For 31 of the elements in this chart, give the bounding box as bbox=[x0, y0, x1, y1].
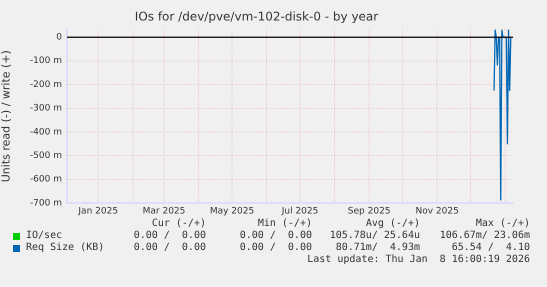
x-tick-label: Mar 2025 bbox=[142, 206, 186, 217]
text: 65.54 / 4.10 bbox=[452, 242, 530, 253]
y-tick-label: -500 m bbox=[30, 150, 62, 161]
x-tick-label: Nov 2025 bbox=[416, 206, 459, 217]
text: Last update: Thu Jan 8 16:00:19 2026 bbox=[307, 254, 530, 265]
legend-label: Req Size (KB) bbox=[26, 242, 104, 253]
text: Avg (-/+) bbox=[366, 218, 420, 229]
text: 105.78u/ 25.64u bbox=[330, 230, 420, 241]
x-tick-label: Jan 2025 bbox=[77, 206, 118, 217]
y-tick-label: -100 m bbox=[30, 56, 62, 66]
y-tick-label: -400 m bbox=[30, 127, 62, 138]
y-tick-label: -600 m bbox=[30, 174, 62, 185]
chart-title: IOs for /dev/pve/vm-102-disk-0 - by year bbox=[134, 9, 378, 24]
x-tick-label: May 2025 bbox=[210, 206, 254, 217]
legend-label: IO/sec bbox=[26, 230, 62, 241]
x-tick-label: Sep 2025 bbox=[348, 206, 391, 217]
text: 80.71m/ 4.93m bbox=[336, 242, 420, 253]
y-tick-label: -700 m bbox=[30, 198, 62, 208]
y-tick-label: -200 m bbox=[30, 80, 62, 90]
y-axis-title: Units read (-) / write (+) bbox=[0, 50, 12, 182]
text: 0.00 / 0.00 bbox=[240, 242, 312, 253]
text: Max (-/+) bbox=[476, 218, 530, 229]
text: 0.00 / 0.00 bbox=[240, 230, 312, 241]
text: 0.00 / 0.00 bbox=[134, 242, 206, 253]
text: Min (-/+) bbox=[258, 218, 312, 229]
text: 106.67m/ 23.06m bbox=[440, 230, 530, 241]
text: 0.00 / 0.00 bbox=[134, 230, 206, 241]
y-tick-label: 0 bbox=[56, 32, 62, 43]
y-tick-label: -300 m bbox=[30, 104, 62, 114]
text: Cur (-/+) bbox=[152, 218, 206, 229]
x-tick-label: Jul 2025 bbox=[280, 206, 318, 217]
